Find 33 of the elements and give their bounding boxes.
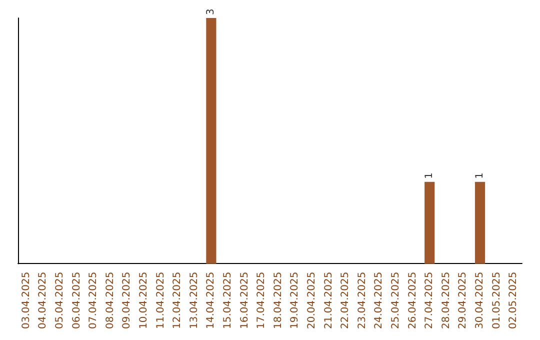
x-tick-label: 11.04.2025 — [155, 272, 166, 330]
x-tick-label: 12.04.2025 — [172, 272, 184, 330]
x-tick-label: 04.04.2025 — [38, 272, 49, 330]
x-tick-label: 14.04.2025 — [206, 272, 217, 330]
data-label: 1 — [424, 172, 436, 179]
x-tick-label: 23.04.2025 — [356, 272, 368, 330]
data-label: 3 — [206, 8, 217, 15]
x-tick-label: 10.04.2025 — [138, 272, 150, 330]
data-label: 1 — [474, 172, 486, 179]
x-tick-label: 08.04.2025 — [104, 272, 116, 330]
x-tick-label: 16.04.2025 — [239, 272, 250, 330]
x-tick-label: 02.05.2025 — [508, 272, 520, 330]
x-tick-label: 13.04.2025 — [188, 272, 200, 330]
x-tick-label: 22.04.2025 — [340, 272, 352, 330]
x-tick-label: 01.05.2025 — [491, 272, 502, 330]
x-tick-label: 09.04.2025 — [122, 272, 133, 330]
x-tick-label: 06.04.2025 — [71, 272, 82, 330]
x-tick-label: 15.04.2025 — [222, 272, 234, 330]
x-tick-label: 25.04.2025 — [390, 272, 402, 330]
x-tick-label: 21.04.2025 — [323, 272, 334, 330]
x-tick-label: 29.04.2025 — [458, 272, 469, 330]
x-tick-label: 30.04.2025 — [474, 272, 486, 330]
x-tick-label: 20.04.2025 — [306, 272, 318, 330]
x-tick-label: 03.04.2025 — [20, 272, 32, 330]
x-tick-label: 24.04.2025 — [374, 272, 385, 330]
x-tick-label: 05.04.2025 — [54, 272, 66, 330]
x-tick-label: 19.04.2025 — [290, 272, 301, 330]
x-tick-label: 27.04.2025 — [424, 272, 436, 330]
x-tick-label: 07.04.2025 — [88, 272, 100, 330]
x-tick-label: 26.04.2025 — [407, 272, 418, 330]
x-tick-label: 28.04.2025 — [440, 272, 452, 330]
x-tick-label: 17.04.2025 — [256, 272, 268, 330]
x-tick-label: 18.04.2025 — [272, 272, 284, 330]
